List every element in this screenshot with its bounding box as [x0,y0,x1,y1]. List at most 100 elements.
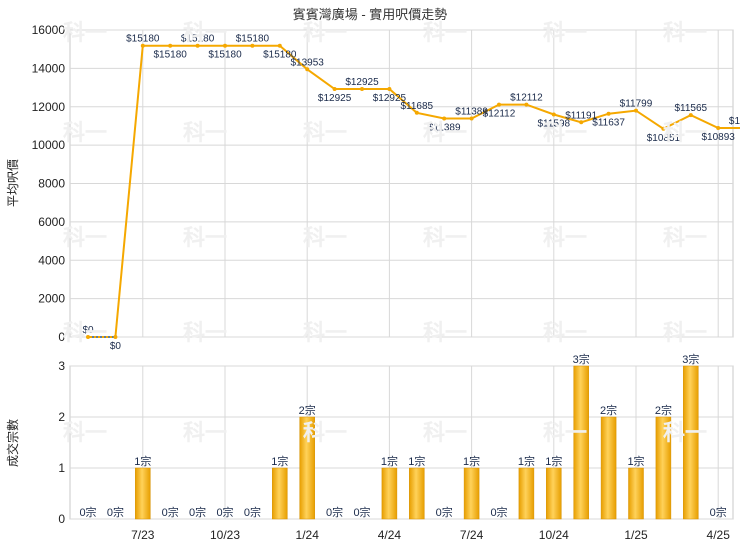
volume-bar-label: 2宗 [600,403,617,417]
price-point [524,102,529,107]
price-data-label: $15180 [208,50,242,61]
x-tick-label: 4/24 [378,528,402,542]
price-tick-label: 12000 [32,100,66,114]
watermark: 科一 [63,420,107,445]
watermark: 科一 [303,420,347,445]
watermark: 科一 [423,225,467,250]
x-tick-label: 4/25 [707,528,731,542]
volume-bar-label: 0宗 [436,505,453,519]
price-point [250,43,255,48]
volume-bar [409,467,425,520]
volume-bar [546,467,562,520]
volume-axis-title: 成交宗數 [5,419,20,467]
price-axis-title: 平均呎價 [6,159,20,207]
volume-plot-area: 0 1 2 3 0宗 0宗 1宗 0宗 0宗 0宗 0宗 1宗 2宗 0宗 0宗 1宗 1宗 0宗 1宗 0宗 1宗 1宗… [58,352,734,542]
price-data-label: $11598 [537,118,570,129]
price-data-label: $11637 [592,118,625,129]
price-data-label: $12925 [345,77,379,88]
watermark: 科一 [543,420,587,445]
volume-tick-label: 2 [58,410,65,424]
price-data-label: $0 [110,341,122,352]
volume-bar-label: 1宗 [408,454,425,468]
x-tick-label: 1/25 [624,528,648,542]
price-point [332,87,337,92]
price-tick-label: 8000 [38,177,65,191]
price-data-label: $11191 [565,110,597,121]
volume-bar-label: 0宗 [162,505,179,519]
watermark: 科一 [63,320,107,345]
x-tick-label: 1/24 [296,528,320,542]
price-point [360,87,364,92]
watermark: 科一 [423,20,467,45]
price-point [223,43,227,48]
price-point [414,110,419,115]
watermark: 科一 [63,120,107,145]
price-data-label: $15180 [236,34,270,45]
price-point [497,102,501,107]
watermark: 科一 [183,420,227,445]
volume-bar-label: 1宗 [271,454,288,468]
price-point [140,43,145,48]
volume-bar-label: 2宗 [299,403,316,417]
watermark: 科一 [543,120,587,145]
volume-bar [299,416,315,520]
x-tick-label: 7/23 [131,528,155,542]
volume-bar [655,416,672,520]
x-tick-label: 10/23 [210,528,240,542]
volume-bar-label: 1宗 [381,454,398,468]
volume-bar-label: 0宗 [189,505,206,519]
price-point [86,335,90,339]
price-data-label: $10893 [702,132,736,143]
price-point [688,113,693,118]
volume-tick-label: 1 [58,461,65,475]
watermark: 科一 [303,120,347,145]
volume-bar-label: 0宗 [79,505,96,519]
price-tick-label: 16000 [32,23,66,37]
watermark: 科一 [303,320,347,345]
price-data-label: $15180 [154,50,188,61]
price-point [168,43,173,48]
price-point [277,43,282,48]
price-data-label: $15180 [126,34,160,45]
price-data-label: $15180 [181,34,215,45]
volume-bar-label: 1宗 [545,454,562,468]
watermark: 科一 [183,20,227,45]
price-plot-area: 0 2000 4000 6000 8000 10000 12000 14000 16000 $0 $… [32,23,740,352]
watermark: 科一 [663,320,707,345]
price-data-label: $0 [82,325,94,336]
volume-bar-label: 0宗 [216,505,233,519]
volume-tick-label: 3 [58,359,65,373]
x-tick-label: 10/24 [539,528,569,542]
price-point [606,111,611,116]
volume-tick-label: 0 [58,512,65,526]
volume-bar-label: 3宗 [573,352,590,366]
price-point [113,335,118,339]
price-data-label: $10851 [647,133,681,144]
watermark: 科一 [423,120,467,145]
volume-bar [573,365,589,520]
watermark: 科一 [63,225,107,250]
watermark: 科一 [183,225,227,250]
price-tick-label: 6000 [38,215,65,229]
watermark: 科一 [183,120,227,145]
watermark: 科一 [423,320,467,345]
volume-bar-label: 0宗 [244,505,261,519]
volume-bar [628,467,644,520]
price-data-label: $12112 [483,109,516,120]
price-tick-label: 2000 [38,292,65,306]
volume-bar-label: 1宗 [627,454,644,468]
price-tick-label: 0 [58,330,65,344]
price-data-label: $15180 [263,50,297,61]
price-data-label: $12112 [510,93,543,104]
price-point [305,67,310,72]
price-point [387,87,392,92]
volume-bar [600,416,617,520]
price-tick-label: 10000 [32,138,66,152]
price-data-label: $11565 [674,103,707,114]
price-series-line [88,44,740,338]
watermark: 科一 [303,20,347,45]
watermark: 科一 [543,20,587,45]
price-data-label: $10893 [729,116,740,127]
volume-bar-label: 1宗 [518,454,535,468]
price-tick-label: 14000 [32,61,66,75]
